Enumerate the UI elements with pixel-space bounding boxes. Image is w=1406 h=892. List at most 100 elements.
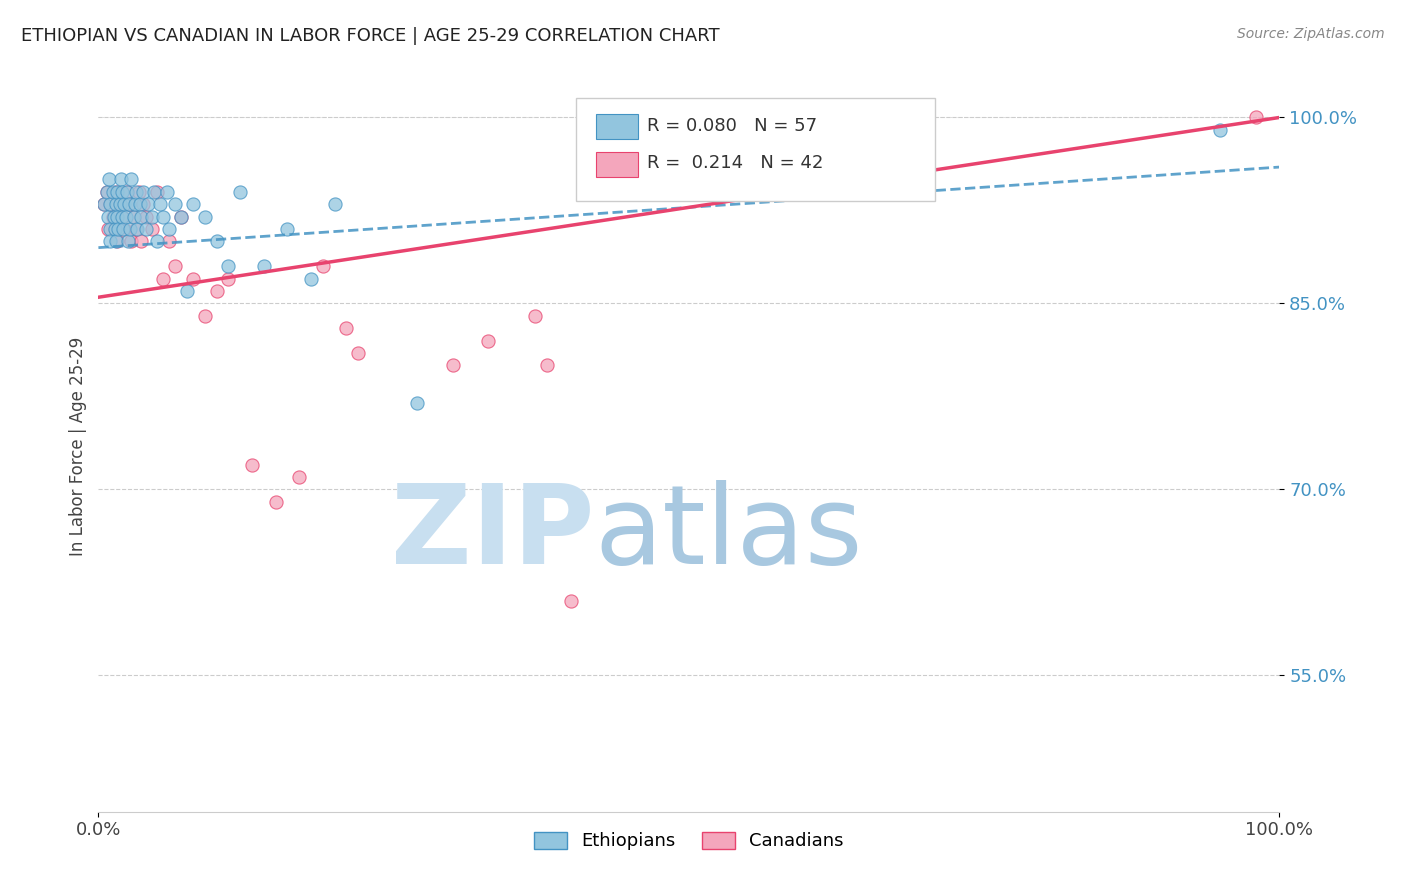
Point (170, 210, 193, 224)
Text: R = 0.080   N = 57: R = 0.080 N = 57 (647, 117, 817, 135)
Point (181, 271, 204, 285)
Point (157, 235, 180, 249)
Point (120, 222, 142, 236)
Point (129, 235, 152, 249)
Point (111, 210, 134, 224)
Point (312, 259, 335, 273)
Point (205, 284, 228, 298)
Point (165, 259, 187, 273)
Point (111, 185, 134, 199)
Point (105, 235, 128, 249)
Point (98, 172, 121, 186)
Text: ZIP: ZIP (391, 480, 595, 587)
Point (105, 235, 128, 249)
Point (181, 197, 204, 211)
Point (105, 185, 128, 199)
Point (112, 197, 135, 211)
Point (112, 222, 135, 236)
Point (142, 185, 165, 199)
Point (117, 235, 139, 249)
Point (122, 210, 145, 224)
Point (132, 185, 155, 199)
Point (1244, 111, 1267, 125)
Point (98, 235, 121, 249)
Point (149, 197, 172, 211)
Text: R =  0.214   N = 42: R = 0.214 N = 42 (647, 154, 823, 172)
Point (97, 222, 120, 236)
Point (264, 495, 287, 509)
Text: ETHIOPIAN VS CANADIAN IN LABOR FORCE | AGE 25-29 CORRELATION CHART: ETHIOPIAN VS CANADIAN IN LABOR FORCE | A… (21, 27, 720, 45)
Point (127, 222, 149, 236)
Point (1209, 123, 1232, 137)
Point (128, 197, 150, 211)
Point (170, 210, 193, 224)
Point (118, 197, 141, 211)
Point (96, 185, 118, 199)
Point (477, 334, 499, 348)
Point (156, 185, 179, 199)
Point (108, 197, 131, 211)
Point (98, 222, 121, 236)
Point (108, 197, 131, 211)
Point (118, 197, 141, 211)
Point (253, 259, 276, 273)
Point (194, 210, 217, 224)
Point (125, 222, 148, 236)
Point (93, 197, 115, 211)
Point (125, 185, 148, 199)
Legend: Ethiopians, Canadians: Ethiopians, Canadians (527, 824, 851, 857)
Point (141, 222, 163, 236)
Point (323, 197, 346, 211)
Point (347, 346, 370, 360)
Point (103, 210, 125, 224)
Point (110, 172, 132, 186)
Point (288, 470, 311, 484)
Point (98, 197, 121, 211)
Point (96, 185, 118, 199)
Point (146, 185, 169, 199)
Point (121, 172, 143, 186)
Point (157, 222, 180, 236)
Point (97, 210, 120, 224)
Point (101, 185, 124, 199)
Point (115, 185, 138, 199)
Point (524, 309, 547, 323)
Point (152, 271, 174, 285)
Point (129, 210, 152, 224)
Point (98, 197, 121, 211)
Y-axis label: In Labor Force | Age 25-29: In Labor Force | Age 25-29 (69, 336, 87, 556)
Point (112, 222, 135, 236)
Text: atlas: atlas (595, 480, 863, 587)
Point (104, 222, 127, 236)
Point (229, 185, 252, 199)
Point (107, 222, 129, 236)
Point (335, 321, 357, 335)
Point (194, 309, 217, 323)
Point (104, 222, 127, 236)
Point (299, 271, 322, 285)
Point (560, 594, 582, 608)
Point (124, 197, 146, 211)
Point (406, 395, 429, 409)
Point (93, 197, 115, 211)
Point (141, 210, 163, 224)
Point (135, 222, 157, 236)
Point (441, 359, 464, 373)
Point (217, 271, 239, 285)
Point (115, 185, 138, 199)
Point (135, 210, 157, 224)
Point (114, 210, 136, 224)
Point (101, 210, 124, 224)
Point (132, 197, 155, 211)
Point (536, 359, 558, 373)
Point (217, 259, 239, 273)
Point (121, 235, 143, 249)
Point (105, 210, 128, 224)
Point (111, 210, 134, 224)
Point (122, 210, 145, 224)
Point (146, 235, 169, 249)
Point (152, 210, 174, 224)
Point (165, 197, 187, 211)
Point (128, 185, 150, 199)
Point (105, 185, 128, 199)
